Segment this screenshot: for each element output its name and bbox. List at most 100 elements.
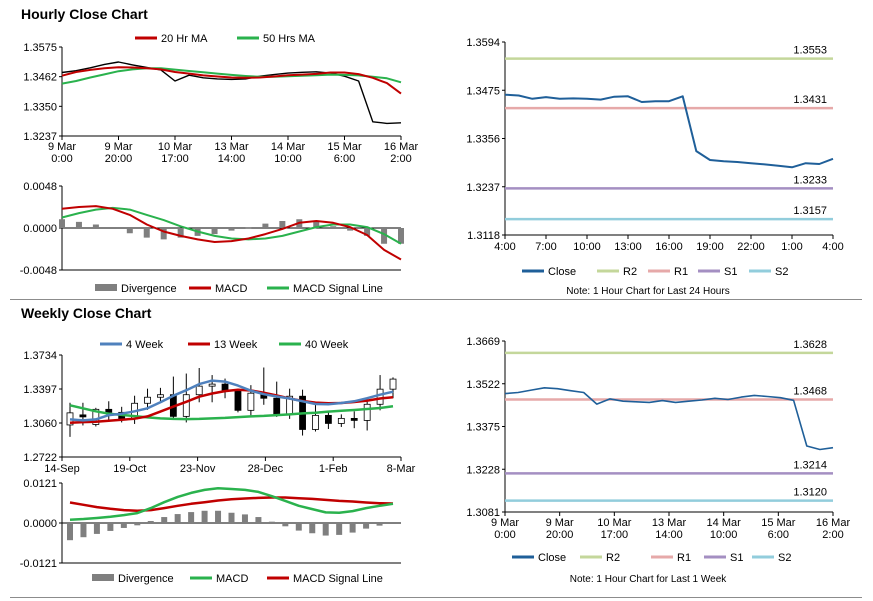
weekly-macd-legend-macd-label: MACD — [216, 573, 248, 585]
weekly-macd-divergence-bar — [215, 510, 222, 523]
weekly-1w-y-tick-label: 1.3522 — [466, 379, 500, 391]
weekly-candle-body — [247, 392, 255, 411]
weekly-1w-x-tick-label: 16 Mar — [816, 517, 851, 529]
hourly-macd-y-tick-label: 0.0048 — [23, 181, 57, 193]
weekly-price-x-tick-label: 14-Sep — [44, 463, 79, 475]
hourly-macd-divergence-bar — [92, 224, 99, 228]
weekly-1w-x-tick-label: 10 Mar — [597, 517, 632, 529]
weekly-macd-divergence-bar — [147, 521, 154, 523]
hourly-price-x-tick-label: 16 Mar — [384, 141, 419, 153]
hourly-price-x-tick-label: 0:00 — [51, 153, 72, 165]
hourly-legend-ma20-label: 20 Hr MA — [161, 33, 208, 45]
hourly-price-x-tick-label: 20:00 — [105, 153, 133, 165]
hourly-24h-note: Note: 1 Hour Chart for Last 24 Hours — [566, 286, 729, 297]
weekly-macd-legend-divergence-label: Divergence — [118, 573, 174, 585]
weekly-macd-divergence-bar — [120, 523, 127, 528]
weekly-candle-body — [363, 403, 371, 421]
weekly-candle-body — [337, 417, 345, 424]
weekly-1w-y-tick-label: 1.3375 — [466, 422, 500, 434]
weekly-macd-divergence-bar — [188, 512, 195, 523]
hourly-macd-divergence-bar — [262, 223, 269, 228]
hourly-price-x-tick-label: 10 Mar — [158, 141, 193, 153]
hourly-24h-level-label-r2: 1.3553 — [793, 45, 827, 57]
hourly-macd-divergence-bar — [381, 228, 388, 244]
weekly-candle-body — [312, 414, 319, 430]
weekly-candle-body — [157, 394, 164, 398]
hourly-price-close-trace — [61, 61, 402, 125]
weekly-macd-divergence-bar — [295, 523, 302, 531]
weekly-1w-level-label-r2: 1.3628 — [793, 339, 827, 351]
section-divider — [10, 299, 862, 300]
weekly-1w-x-tick-label: 9 Mar — [491, 517, 519, 529]
weekly-macd-divergence-bar — [107, 523, 114, 531]
weekly-1w-note: Note: 1 Hour Chart for Last 1 Week — [570, 574, 728, 585]
hourly-macd-divergence-bar — [245, 227, 252, 229]
hourly-24h-close-line — [504, 93, 834, 169]
hourly-macd-legend-signal-label: MACD Signal Line — [293, 283, 383, 295]
weekly-price-x-tick-label: 23-Nov — [180, 463, 216, 475]
hourly-macd-legend-divergence-label: Divergence — [121, 283, 177, 295]
hourly-price-x-tick-label: 13 Mar — [214, 141, 249, 153]
weekly-40-week-line — [69, 404, 394, 421]
hourly-24h-x-tick-label: 7:00 — [535, 241, 556, 253]
weekly-price-y-tick-label: 1.3734 — [23, 350, 57, 362]
weekly-legend-4-week-label: 4 Week — [126, 339, 164, 351]
hourly-24h-y-tick-label: 1.3237 — [466, 182, 500, 194]
weekly-1w-legend-s1-label: S1 — [730, 552, 743, 564]
hourly-price-x-tick-label: 9 Mar — [48, 141, 76, 153]
weekly-candle-body — [376, 388, 384, 405]
hourly-24h-x-tick-label: 4:00 — [494, 241, 515, 253]
hourly-macd-divergence-bar — [228, 228, 235, 231]
hourly-macd-divergence-bar — [211, 228, 218, 235]
weekly-1w-x-tick-label: 15 Mar — [761, 517, 796, 529]
weekly-section-title: Weekly Close Chart — [21, 305, 152, 321]
weekly-1w-legend-s2-label: S2 — [778, 552, 791, 564]
hourly-section-title: Hourly Close Chart — [21, 6, 148, 22]
weekly-macd-divergence-bar — [282, 523, 289, 527]
hourly-price-x-tick-label: 14:00 — [218, 153, 246, 165]
bottom-divider — [10, 597, 862, 598]
weekly-macd-divergence-bar — [363, 523, 370, 529]
hourly-24h-x-tick-label: 22:00 — [737, 241, 765, 253]
hourly-macd-divergence-bar — [398, 228, 404, 244]
hourly-macd-y-tick-label: 0.0000 — [23, 223, 57, 235]
weekly-1w-legend-r2-label: R2 — [606, 552, 620, 564]
hourly-price-x-tick-label: 10:00 — [274, 153, 302, 165]
hourly-macd-y-tick-label: -0.0048 — [20, 265, 57, 277]
weekly-candle-body — [273, 397, 281, 415]
hourly-price-y-tick-label: 1.3350 — [23, 101, 57, 113]
hourly-macd-divergence-bar — [347, 228, 354, 231]
weekly-1w-x-tick-label: 14 Mar — [707, 517, 742, 529]
weekly-legend-40-week-label: 40 Week — [305, 339, 349, 351]
hourly-price-ma20-line — [61, 66, 402, 95]
hourly-24h-level-label-s1: 1.3233 — [793, 174, 827, 186]
weekly-price-y-tick-label: 1.2722 — [23, 452, 57, 464]
hourly-macd-divergence-bar — [330, 226, 337, 228]
weekly-1w-x-tick-label: 17:00 — [601, 529, 629, 541]
hourly-macd-divergence-bar — [75, 221, 82, 228]
hourly-24h-x-tick-label: 16:00 — [655, 241, 683, 253]
weekly-candle-body — [144, 396, 151, 404]
hourly-24h-y-tick-label: 1.3475 — [466, 85, 500, 97]
weekly-1w-legend-r1-label: R1 — [677, 552, 691, 564]
weekly-1w-close-line — [504, 386, 834, 451]
hourly-24h-legend-r1-label: R1 — [674, 266, 688, 278]
weekly-candle-body — [79, 414, 87, 418]
hourly-24h-x-tick-label: 1:00 — [781, 241, 802, 253]
weekly-candle-body — [324, 414, 332, 424]
weekly-macd-divergence-bar — [322, 523, 329, 536]
weekly-1w-y-tick-label: 1.3081 — [466, 507, 500, 519]
hourly-macd-legend-macd-label: MACD — [215, 283, 247, 295]
hourly-macd-divergence-bar — [279, 221, 286, 228]
weekly-macd-y-tick-label: 0.0121 — [23, 478, 57, 490]
weekly-1w-x-tick-label: 9 Mar — [546, 517, 574, 529]
hourly-macd-divergence-bar — [126, 228, 133, 234]
hourly-price-x-tick-label: 17:00 — [161, 153, 189, 165]
hourly-24h-y-tick-label: 1.3594 — [466, 37, 500, 49]
weekly-macd-legend-divergence-swatch — [92, 574, 114, 581]
weekly-1w-level-label-s1: 1.3214 — [793, 459, 827, 471]
weekly-macd-y-tick-label: 0.0000 — [23, 518, 57, 530]
weekly-macd-y-tick-label: -0.0121 — [20, 558, 57, 570]
hourly-macd-divergence-bar — [143, 228, 150, 238]
